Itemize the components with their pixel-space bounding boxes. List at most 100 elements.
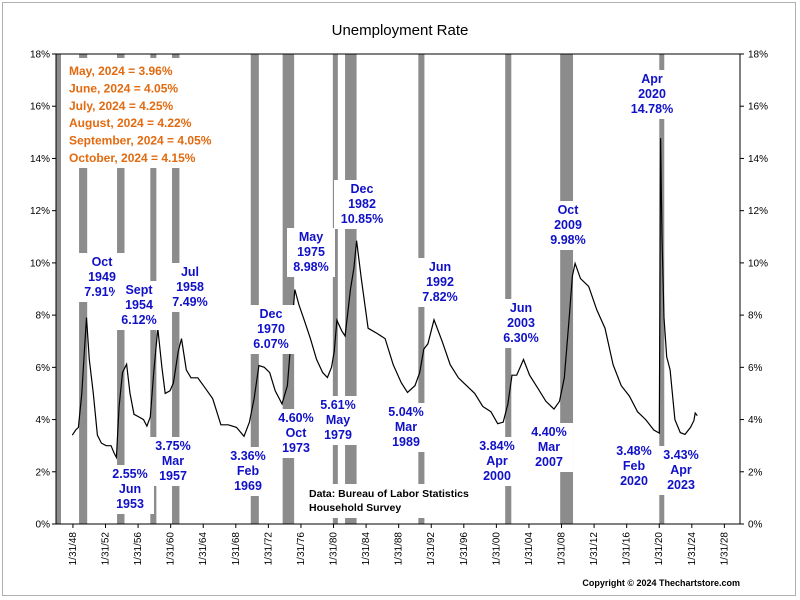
x-tick-label: 1/31/92	[426, 532, 437, 566]
annotation-line: Oct	[558, 203, 580, 217]
annotation-line: 1970	[257, 322, 285, 336]
annotation-line: Feb	[237, 464, 260, 478]
annotation-background	[166, 263, 214, 312]
y-tick-label-right: 10%	[748, 258, 768, 269]
annotation-line: Mar	[395, 420, 417, 434]
recent-values-box: May, 2024 = 3.96% June, 2024 = 4.05% July,…	[64, 58, 236, 168]
x-tick-label: 1/31/12	[589, 532, 600, 566]
annotation-line: May	[299, 230, 323, 244]
copyright-note: Copyright © 2024 Thechartstore.com	[582, 578, 740, 588]
recession-band	[250, 54, 259, 524]
y-tick-label-right: 8%	[748, 311, 763, 322]
annotation-line: 1989	[392, 435, 420, 449]
y-tick-label-left: 6%	[36, 363, 51, 374]
x-axis-ticks: 1/31/48 1/31/52 1/31/56 1/31/60 1/31/64 1/31/…	[68, 524, 730, 565]
x-tick-label: 1/31/00	[491, 532, 502, 566]
annotation-line: Jun	[429, 260, 451, 274]
x-tick-label: 1/31/68	[231, 532, 242, 566]
y-axis-ticks: 0% 0% 2% 2% 4% 4% 6% 6% 8% 8% 10% 10% 12% 12% 14% 14% 16…	[30, 50, 768, 531]
x-tick-label: 1/31/96	[459, 532, 470, 566]
recent-value-item: October, 2024 = 4.15%	[69, 151, 196, 165]
annotation-line: 1958	[176, 280, 204, 294]
x-tick-label: 1/31/48	[68, 532, 79, 566]
plot-area	[55, 53, 741, 525]
annotation-background	[334, 180, 390, 229]
annotation-line: 4.40%	[531, 425, 566, 439]
annotation-line: Oct	[92, 255, 114, 269]
x-tick-label: 1/31/52	[101, 532, 112, 566]
annotation-line: 2020	[620, 474, 648, 488]
annotation-background	[610, 442, 658, 491]
annotation-background	[247, 305, 295, 354]
annotation-line: Apr	[670, 463, 692, 477]
y-tick-label-left: 4%	[36, 415, 51, 426]
y-tick-label-left: 12%	[30, 206, 50, 217]
annotation-line: 2023	[667, 478, 695, 492]
x-tick-label: 1/31/88	[394, 532, 405, 566]
annotation-line: May	[326, 413, 350, 427]
annotation-line: Dec	[351, 182, 374, 196]
annotation-line: 5.61%	[320, 398, 355, 412]
annotation-line: 1954	[125, 298, 153, 312]
annotation-line: 6.07%	[253, 337, 288, 351]
x-tick-label: 1/31/08	[557, 532, 568, 566]
recent-value-item: September, 2024 = 4.05%	[69, 134, 212, 148]
annotation-line: 1982	[348, 197, 376, 211]
recession-band	[659, 54, 665, 524]
y-tick-label-right: 0%	[748, 520, 763, 531]
annotation-line: 2000	[483, 469, 511, 483]
annotation-line: Feb	[623, 459, 646, 473]
annotation-line: 4.60%	[278, 411, 313, 425]
y-tick-label-left: 0%	[36, 520, 51, 531]
recession-band	[282, 54, 295, 524]
x-tick-label: 1/31/04	[524, 532, 535, 566]
annotation-line: Dec	[260, 307, 283, 321]
annotation-background	[115, 281, 163, 330]
annotation-line: 3.36%	[230, 449, 265, 463]
recession-band	[332, 54, 338, 524]
recent-values-background	[64, 58, 236, 168]
annotation-background	[149, 437, 197, 486]
annotation-line: 6.30%	[503, 331, 538, 345]
annotation-background	[382, 403, 430, 452]
chart-title: Unemployment Rate	[332, 22, 469, 39]
annotation-background	[473, 437, 521, 486]
annotation-line: 1957	[159, 469, 187, 483]
annotation-background	[416, 258, 464, 307]
unemployment-series-line	[71, 138, 698, 460]
x-tick-label: 1/31/80	[329, 532, 340, 566]
annotation-line: 7.82%	[422, 290, 457, 304]
y-tick-label-left: 2%	[36, 467, 51, 478]
annotation-line: 6.12%	[121, 313, 156, 327]
x-tick-label: 1/31/28	[719, 532, 730, 566]
y-tick-label-left: 18%	[30, 50, 50, 61]
x-tick-label: 1/31/76	[296, 532, 307, 566]
annotation-background	[497, 299, 545, 348]
annotation-line: 1949	[88, 270, 116, 284]
annotation-line: 1975	[297, 245, 325, 259]
annotation-line: 2.55%	[112, 467, 147, 481]
annotation-background	[657, 446, 705, 495]
annotation-line: 2007	[535, 455, 563, 469]
annotation-background	[287, 228, 335, 277]
annotation-line: Apr	[486, 454, 508, 468]
annotation-line: 1979	[324, 428, 352, 442]
x-tick-label: 1/31/72	[263, 532, 274, 566]
annotation-line: 1973	[282, 441, 310, 455]
y-tick-label-right: 16%	[748, 102, 768, 113]
annotation-background	[106, 465, 154, 514]
annotation-line: 1992	[426, 275, 454, 289]
x-tick-label: 1/31/60	[166, 532, 177, 566]
y-tick-label-right: 4%	[748, 415, 763, 426]
x-tick-label: 1/31/56	[133, 532, 144, 566]
y-tick-label-right: 6%	[748, 363, 763, 374]
